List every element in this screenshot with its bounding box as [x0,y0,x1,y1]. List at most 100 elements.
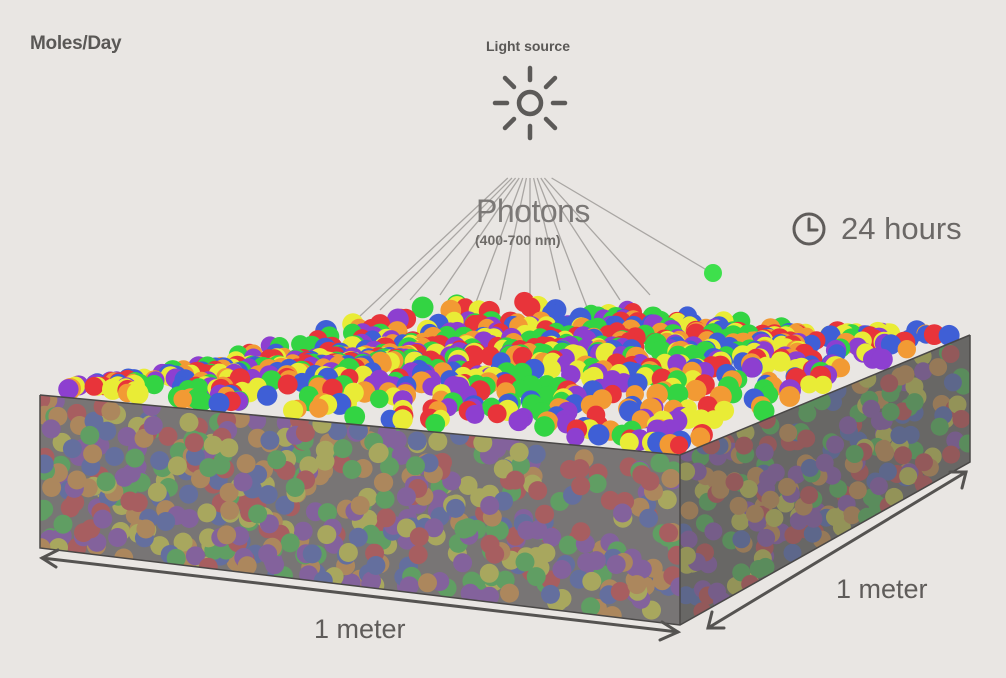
photon-ball [713,436,732,454]
photon-ball [409,527,429,547]
photon-ball [783,543,802,562]
photon-ball [97,421,117,441]
photon-ball [747,466,766,485]
photon-ball [680,530,698,549]
duration-label: 24 hours [841,211,962,246]
photon-ball [826,435,845,454]
photon-ball [905,377,924,396]
photon-ball [411,296,434,319]
photon-ball [606,555,626,574]
photon-ball [784,526,803,545]
photon-ball [732,474,751,493]
box-edges [39,334,971,626]
photon-ball [748,513,767,532]
photon-ball [67,470,87,490]
photon-ball [951,371,970,390]
photon-ball [729,496,748,515]
photon-ball [695,514,714,533]
photon-ball [868,437,887,456]
photon-ball [813,375,833,395]
photon-ball [757,528,776,547]
photon-ray [469,177,524,319]
photon-ball [770,351,791,372]
photon-ball [862,488,881,507]
photon-ball [755,443,774,462]
photon-ball [800,375,819,394]
photon-ball [920,458,939,477]
photon-ball [732,563,751,582]
photon-ball [839,422,858,441]
photon-ball [848,481,867,500]
photon-ball [40,501,51,521]
heap-balls [58,291,960,456]
photon-ball [896,365,915,384]
photon-ball [800,457,819,476]
photon-ball [787,465,806,484]
photon-ball [179,484,199,504]
photon-ball [500,583,519,603]
photon-ball [899,467,918,486]
photon-ball [219,482,239,502]
photon-ball [509,442,529,462]
photon-ball [424,518,444,538]
photon-ball [453,553,473,573]
photon-ball [836,485,855,504]
photon-ball [823,466,842,485]
photon-ball [936,410,955,429]
photon-ball [167,456,187,476]
photon-ball [493,459,513,479]
photon-ball [731,512,750,531]
photon-ball [897,340,916,359]
photon-ball [730,445,749,464]
photon-ball [542,359,561,379]
photon-ball [571,522,591,542]
photon-ball [517,520,537,540]
photon-ball [147,482,167,502]
photon-ball [708,447,727,466]
photon-ball [362,571,382,591]
front-dimension-label: 1 meter [314,614,406,644]
photon-ball [857,396,876,415]
photon-ball [704,522,723,541]
photon-ball [890,436,909,455]
box-side-face [680,335,970,625]
photon-ball [914,362,933,381]
photon-ball [711,480,730,499]
photon-ball [738,501,757,520]
photon-ball [923,447,942,466]
photon-ball [350,496,370,515]
photon-ball [860,390,879,409]
photon-ball [741,357,762,378]
photon-ball [143,416,163,435]
photon-ball [236,454,256,474]
photon-ball [866,472,885,491]
photon-ball [817,508,836,527]
box-side-overlay [680,335,970,625]
photon-ball [938,343,957,362]
photon-ray [532,177,561,291]
photon-ball [691,447,710,466]
photon-ball [285,478,305,497]
photon-ball [41,419,61,439]
photon-ball [896,373,915,392]
photon-ball [802,464,821,483]
clock-icon [792,212,826,246]
photon-ball [905,465,923,484]
photon-ball [847,453,866,472]
photon-ball [396,487,416,507]
page-title: Moles/Day [30,33,122,54]
photon-ball [406,456,425,476]
photon-ball [756,547,775,566]
photon-ball [932,395,951,413]
photon-ball [683,554,702,573]
photon-ball [690,427,711,448]
photon-ball [657,490,677,510]
photon-ball [418,573,437,593]
photon-ball [680,555,696,574]
photon-ball [208,392,230,414]
photon-ball [944,398,963,417]
photon-ray [439,177,520,296]
photon-ball [756,557,775,576]
photon-ball [333,439,353,459]
photon-ball [844,455,863,473]
